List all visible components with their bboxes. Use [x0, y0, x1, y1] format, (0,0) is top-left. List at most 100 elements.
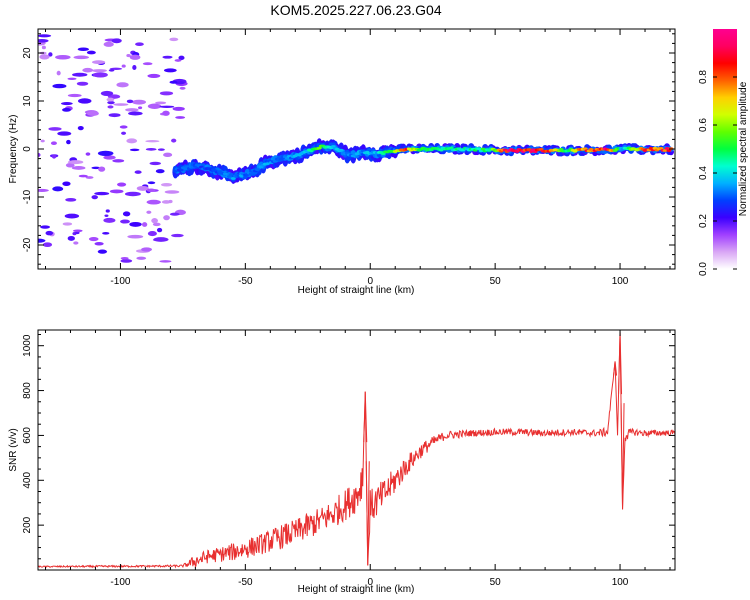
spectrogram-noise-blob	[120, 259, 133, 263]
spectrogram-noise-blob	[174, 59, 182, 62]
spectrogram-y-tick-label: 10	[22, 95, 33, 107]
spectrogram-noise-blob	[175, 81, 185, 85]
spectrogram-noise-blob	[91, 195, 98, 200]
spectrogram-noise-blob	[91, 69, 107, 73]
spectrogram-ridge-core	[272, 159, 278, 163]
spectrogram-noise-blob	[78, 174, 88, 178]
spectrogram-noise-blob	[105, 209, 110, 213]
spectrogram-noise-blob	[103, 41, 114, 47]
spectrogram-y-axis-title: Frequency (Hz)	[8, 115, 19, 184]
spectrogram-noise-blob	[121, 64, 126, 68]
snr-panel: -100 -50 0 50 100 200 400 600 800 1000 Height of…	[8, 329, 676, 595]
spectrogram-noise-blob	[109, 189, 124, 194]
snr-spike	[620, 403, 625, 510]
spectrogram-noise-blob	[40, 139, 45, 143]
spectrogram-ridge-core	[338, 148, 344, 152]
spectrogram-noise-blob	[50, 141, 57, 145]
spectrogram-noise-blob	[163, 68, 177, 73]
spectrogram-noise-blob	[145, 139, 160, 143]
spectrogram-noise-blob	[108, 113, 121, 118]
snr-spike	[363, 391, 368, 443]
spectrogram-noise-blob	[38, 152, 41, 157]
spectrogram-ridge-core	[172, 169, 178, 173]
spectrogram-noise-blob	[171, 233, 184, 238]
spectrogram-noise-blob	[159, 260, 172, 263]
spectrogram-noise-blob	[147, 181, 156, 185]
colorbar-tick-label: 0.6	[698, 118, 709, 132]
spectrogram-ridge-core	[316, 146, 322, 150]
spectrogram-noise-blob	[169, 37, 179, 42]
spectrogram-noise-blob	[132, 64, 137, 71]
spectrogram-noise-blob	[97, 150, 114, 156]
spectrogram-noise-blob	[164, 190, 180, 194]
spectrogram-noise-blob	[86, 50, 96, 55]
spectrogram-noise-blob	[97, 249, 108, 254]
colorbar-tick-label: 0.4	[698, 166, 709, 180]
figure-title: KOM5.2025.227.06.23.G04	[270, 2, 441, 18]
spectrogram-noise-blob	[64, 213, 80, 219]
spectrogram-noise-blob	[39, 54, 50, 60]
spectrogram-noise-blob	[155, 101, 167, 105]
spectrogram-noise-blob	[107, 105, 114, 109]
spectrogram-y-tick-label: 20	[22, 47, 33, 59]
spectrogram-noise-blob	[152, 222, 161, 227]
spectrogram-noise-blob	[129, 54, 141, 60]
spectrogram-noise-blob	[136, 256, 147, 260]
spectrogram-ridge-core	[476, 147, 482, 151]
spectrogram-noise-blob	[67, 235, 75, 241]
spectrogram-ridge-core	[222, 172, 228, 176]
spectrogram-noise-blob	[113, 103, 129, 106]
spectrogram-noise-blob	[55, 55, 71, 60]
spectrogram-noise-blob	[94, 242, 104, 246]
spectrogram-noise-blob	[134, 170, 142, 174]
spectrogram-noise-blob	[67, 93, 82, 98]
spectrogram-noise-blob	[77, 126, 84, 131]
spectrogram-noise-blob	[132, 99, 146, 105]
colorbar-title: Normalized spectral amplitude	[738, 81, 749, 216]
spectrogram-noise-blob	[77, 98, 92, 104]
snr-x-tick-label: 50	[490, 577, 502, 588]
spectrogram-noise-blob	[72, 229, 83, 233]
snr-y-tick-label: 200	[22, 516, 33, 533]
snr-series-line	[38, 332, 675, 569]
snr-x-tick-label: -100	[110, 577, 130, 588]
spectrogram-ridge-core	[448, 146, 454, 150]
spectrogram-noise-blob	[121, 131, 127, 135]
spectrogram-noise-blob	[119, 125, 128, 129]
spectrogram-noise-blob	[38, 188, 49, 192]
spectrogram-noise-blob	[73, 55, 90, 60]
spectrogram-ridge-core	[526, 148, 532, 151]
spectrogram-noise-blob	[103, 217, 116, 223]
snr-y-axis-title: SNR (v/v)	[8, 428, 19, 471]
spectrogram-ridge-core	[264, 162, 270, 166]
spectrogram-noise-blob	[42, 242, 53, 247]
snr-spike	[613, 361, 618, 376]
spectrogram-noise-blob	[77, 47, 90, 52]
snr-x-tick-label: 100	[612, 577, 629, 588]
spectrogram-noise-blob	[149, 161, 161, 166]
spectrogram-noise-blob	[153, 237, 169, 242]
spectrogram-noise-blob	[162, 110, 170, 116]
spectrogram-noise-blob	[92, 72, 108, 78]
spectrogram-x-tick-label: -50	[238, 276, 253, 287]
spectrogram-noise-blob	[86, 111, 99, 117]
spectrogram-noise-blob	[107, 101, 115, 105]
spectrogram-noise-blob	[62, 181, 71, 186]
spectrogram-noise-blob	[106, 97, 115, 102]
spectrogram-noise-blob	[72, 72, 88, 77]
spectrogram-noise-blob	[129, 148, 140, 152]
spectrogram-noise-blob	[73, 241, 79, 245]
spectrogram-noise-blob	[122, 211, 131, 217]
spectrogram-noise-blob	[98, 166, 106, 172]
spectrogram-noise-blob	[145, 147, 157, 151]
spectrogram-ridge-core	[438, 148, 444, 152]
spectrogram-noise-blob	[163, 152, 173, 157]
colorbar-bar	[713, 29, 737, 269]
spectrogram-noise-blob	[147, 231, 157, 237]
spectrogram-noise-blob	[146, 199, 161, 205]
spectrogram-noise-blob	[124, 191, 141, 197]
spectrogram-x-ticks: -100 -50 0 50 100	[44, 29, 671, 287]
spectrogram-noise-blob	[66, 139, 71, 145]
